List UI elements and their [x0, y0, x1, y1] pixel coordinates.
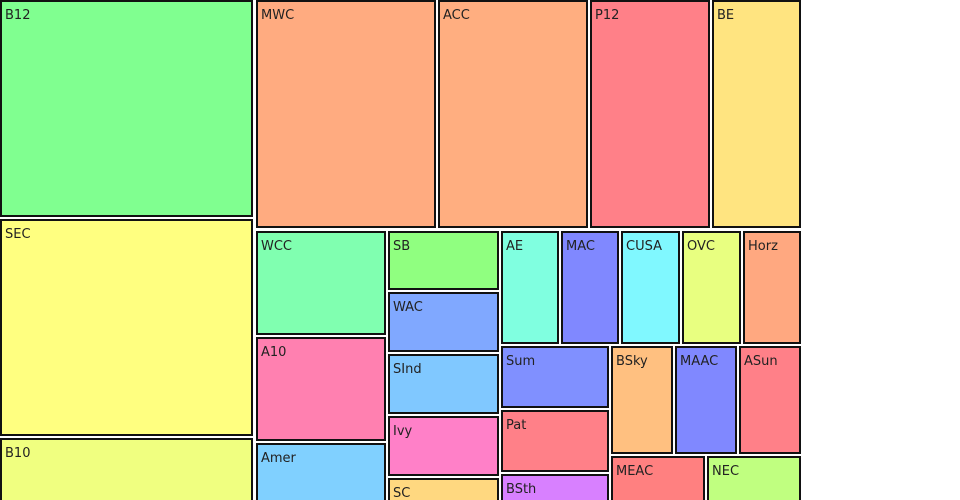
- treemap-label-a10: A10: [261, 345, 286, 360]
- treemap-label-bsky: BSky: [616, 354, 648, 369]
- treemap-label-p12: P12: [595, 8, 619, 23]
- treemap-cell-pat: Pat: [501, 410, 609, 472]
- treemap-label-mwc: MWC: [261, 8, 294, 23]
- treemap-label-mac: MAC: [566, 239, 595, 254]
- treemap-rect-b10: [0, 438, 253, 500]
- treemap-rect-asun: [739, 346, 801, 454]
- treemap-cell-horz: Horz: [743, 231, 801, 344]
- treemap-rect-mac: [561, 231, 619, 344]
- treemap-label-be: BE: [717, 8, 734, 23]
- treemap-rect-meac: [611, 456, 705, 500]
- treemap-rect-bsky: [611, 346, 673, 454]
- treemap-label-sc: SC: [393, 486, 410, 500]
- treemap-rect-sind: [388, 354, 499, 414]
- treemap-rect-sc: [388, 478, 499, 500]
- treemap-rect-horz: [743, 231, 801, 344]
- treemap-rect-pat: [501, 410, 609, 472]
- treemap-label-b12: B12: [5, 8, 30, 23]
- treemap-label-pat: Pat: [506, 418, 526, 433]
- treemap-cell-asun: ASun: [739, 346, 801, 454]
- treemap-cell-sc: SC: [388, 478, 499, 500]
- treemap-rect-acc: [438, 0, 588, 228]
- treemap-label-horz: Horz: [748, 239, 778, 254]
- treemap-cell-acc: ACC: [438, 0, 588, 228]
- treemap-rect-wac: [388, 292, 499, 352]
- treemap-label-ivy: Ivy: [393, 424, 413, 439]
- treemap-cell-bsky: BSky: [611, 346, 673, 454]
- treemap-cell-wcc: WCC: [256, 231, 386, 335]
- treemap-cell-sum: Sum: [501, 346, 609, 408]
- treemap-rect-sec: [0, 219, 253, 436]
- treemap-rect-amer: [256, 443, 386, 500]
- treemap-rect-bsth: [501, 474, 609, 500]
- treemap-cell-b10: B10: [0, 438, 253, 500]
- treemap-label-sb: SB: [393, 239, 410, 254]
- treemap-cell-sb: SB: [388, 231, 499, 290]
- treemap-cell-nec: NEC: [707, 456, 801, 500]
- treemap-cell-mwc: MWC: [256, 0, 436, 228]
- treemap-label-meac: MEAC: [616, 464, 653, 479]
- treemap-rect-maac: [675, 346, 737, 454]
- treemap-rect-b12: [0, 0, 253, 217]
- treemap-rect-p12: [590, 0, 710, 228]
- treemap-label-wcc: WCC: [261, 239, 292, 254]
- treemap-label-wac: WAC: [393, 300, 423, 315]
- treemap-label-acc: ACC: [443, 8, 470, 23]
- treemap-cell-ovc: OVC: [682, 231, 741, 344]
- treemap-label-maac: MAAC: [680, 354, 718, 369]
- treemap-label-asun: ASun: [744, 354, 778, 369]
- treemap-cell-cusa: CUSA: [621, 231, 680, 344]
- treemap-rect-be: [712, 0, 801, 228]
- treemap-rect-mwc: [256, 0, 436, 228]
- treemap-label-nec: NEC: [712, 464, 739, 479]
- treemap-label-amer: Amer: [261, 451, 297, 466]
- treemap-cell-be: BE: [712, 0, 801, 228]
- treemap-cell-ivy: Ivy: [388, 416, 499, 476]
- treemap-cell-p12: P12: [590, 0, 710, 228]
- treemap-label-bsth: BSth: [506, 482, 536, 497]
- treemap-label-sum: Sum: [506, 354, 535, 369]
- treemap-cell-maac: MAAC: [675, 346, 737, 454]
- treemap-rect-cusa: [621, 231, 680, 344]
- treemap-cell-meac: MEAC: [611, 456, 705, 500]
- treemap-rect-wcc: [256, 231, 386, 335]
- treemap-rect-sb: [388, 231, 499, 290]
- treemap-cell-bsth: BSth: [501, 474, 609, 500]
- treemap-label-b10: B10: [5, 446, 30, 461]
- treemap-cell-wac: WAC: [388, 292, 499, 352]
- treemap-rect-nec: [707, 456, 801, 500]
- treemap-label-sec: SEC: [5, 227, 31, 242]
- treemap-cell-sec: SEC: [0, 219, 253, 436]
- treemap-rect-ivy: [388, 416, 499, 476]
- treemap-cell-sind: SInd: [388, 354, 499, 414]
- treemap-rect-ovc: [682, 231, 741, 344]
- treemap-label-cusa: CUSA: [626, 239, 662, 254]
- treemap-cell-amer: Amer: [256, 443, 386, 500]
- treemap-label-sind: SInd: [393, 362, 422, 377]
- treemap-rect-ae: [501, 231, 559, 344]
- treemap-cell-ae: AE: [501, 231, 559, 344]
- treemap-label-ovc: OVC: [687, 239, 715, 254]
- treemap-rect-a10: [256, 337, 386, 441]
- treemap-label-ae: AE: [506, 239, 523, 254]
- treemap-cell-mac: MAC: [561, 231, 619, 344]
- treemap-cell-a10: A10: [256, 337, 386, 441]
- treemap-cell-b12: B12: [0, 0, 253, 217]
- treemap-rect-sum: [501, 346, 609, 408]
